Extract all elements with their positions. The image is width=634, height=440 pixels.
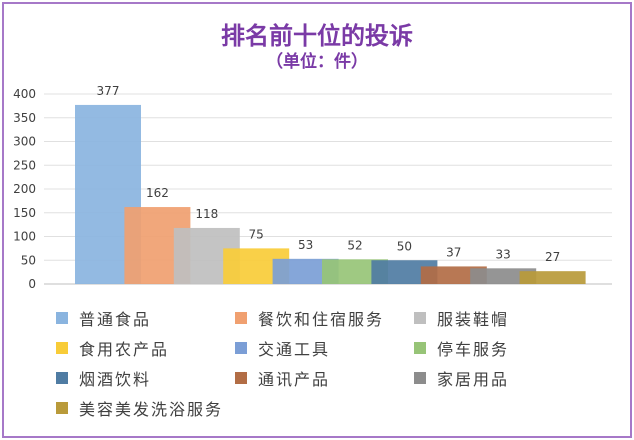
legend-item: 美容美发洗浴服务 <box>56 398 224 419</box>
data-label: 118 <box>195 207 218 221</box>
data-label: 33 <box>496 247 511 261</box>
legend-label: 食用农产品 <box>79 340 170 359</box>
legend-label: 普通食品 <box>79 310 152 329</box>
legend-item: 餐饮和住宿服务 <box>235 308 385 329</box>
data-label: 37 <box>446 245 461 259</box>
legend-swatch <box>56 402 68 414</box>
y-tick-label: 200 <box>13 182 36 196</box>
legend-item: 交通工具 <box>235 338 331 359</box>
y-tick-label: 300 <box>13 135 36 149</box>
legend-label: 美容美发洗浴服务 <box>79 400 224 419</box>
legend-item: 烟酒饮料 <box>56 368 152 389</box>
legend-label: 家居用品 <box>437 370 510 389</box>
data-label: 53 <box>298 238 313 252</box>
legend-swatch <box>414 342 426 354</box>
legend-swatch <box>56 372 68 384</box>
data-label: 75 <box>249 227 264 241</box>
bar <box>519 271 586 284</box>
y-tick-label: 350 <box>13 111 36 125</box>
legend-swatch <box>235 312 247 324</box>
legend-swatch <box>414 372 426 384</box>
legend-item: 停车服务 <box>414 338 510 359</box>
y-tick-label: 50 <box>21 253 36 267</box>
y-tick-label: 400 <box>13 87 36 101</box>
data-label: 377 <box>97 84 120 98</box>
legend-swatch <box>235 342 247 354</box>
data-label: 50 <box>397 239 412 253</box>
legend-item: 普通食品 <box>56 308 152 329</box>
bar-chart: 0 50 100 150 200 250 300 350 400 377 162 118 75 53 52 5… <box>13 84 612 291</box>
legend-swatch <box>235 372 247 384</box>
legend-swatch <box>56 342 68 354</box>
y-tick-label: 0 <box>28 277 36 291</box>
legend-label: 餐饮和住宿服务 <box>258 310 385 329</box>
chart-subtitle: （单位：件） <box>266 52 368 72</box>
legend-item: 服装鞋帽 <box>414 308 510 329</box>
legend-label: 停车服务 <box>437 340 510 359</box>
data-label: 52 <box>347 238 362 252</box>
chart-title: 排名前十位的投诉 <box>221 21 413 50</box>
y-tick-label: 250 <box>13 158 36 172</box>
legend-swatch <box>414 312 426 324</box>
legend-label: 通讯产品 <box>258 370 331 389</box>
legend-item: 食用农产品 <box>56 338 170 359</box>
y-tick-label: 150 <box>13 206 36 220</box>
legend-label: 服装鞋帽 <box>437 310 510 329</box>
data-label: 27 <box>545 250 560 264</box>
legend-item: 家居用品 <box>414 368 510 389</box>
data-label: 162 <box>146 186 169 200</box>
legend-label: 烟酒饮料 <box>79 370 152 389</box>
legend-item: 通讯产品 <box>235 368 331 389</box>
legend-label: 交通工具 <box>258 340 331 359</box>
y-tick-label: 100 <box>13 230 36 244</box>
legend-swatch <box>56 312 68 324</box>
